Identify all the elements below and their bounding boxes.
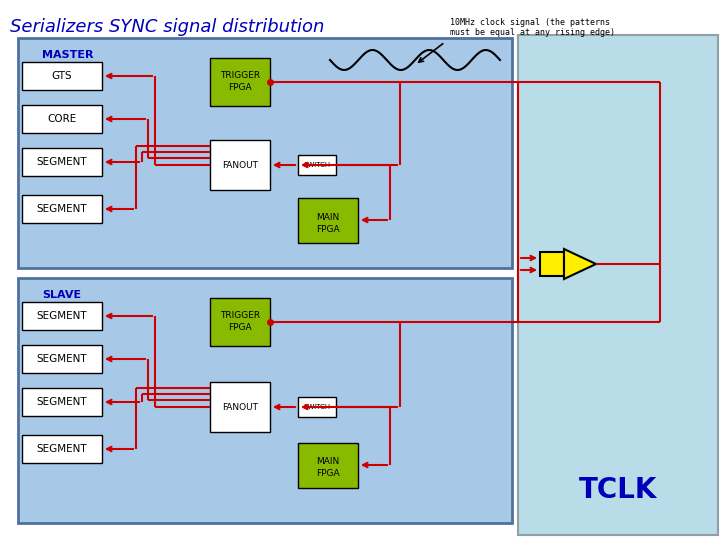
Text: TCLK: TCLK (579, 476, 657, 504)
Bar (22, 435, 102, 463)
Text: SEGMENT: SEGMENT (37, 157, 87, 167)
Text: TRIGGER: TRIGGER (220, 71, 260, 80)
Bar (22, 345, 102, 373)
Bar (210, 382, 270, 432)
Text: SEGMENT: SEGMENT (37, 397, 87, 407)
Bar (540, 252, 564, 276)
Bar (210, 140, 270, 190)
Text: GTS: GTS (52, 71, 72, 81)
Bar (22, 302, 102, 330)
Bar (210, 298, 270, 346)
Text: FPGA: FPGA (228, 83, 252, 91)
Text: FPGA: FPGA (316, 225, 340, 233)
Bar (298, 397, 336, 417)
Bar (18, 278, 512, 523)
Bar (22, 195, 102, 223)
Bar (22, 388, 102, 416)
Text: FANOUT: FANOUT (222, 160, 258, 170)
Bar (22, 62, 102, 90)
Text: TRIGGER: TRIGGER (220, 312, 260, 321)
Text: FANOUT: FANOUT (222, 402, 258, 411)
Text: 10MHz clock signal (the patterns
must be equal at any rising edge): 10MHz clock signal (the patterns must be… (450, 18, 615, 37)
Bar (22, 148, 102, 176)
Text: FPGA: FPGA (316, 469, 340, 477)
Bar (298, 443, 358, 488)
Bar (18, 38, 512, 268)
Text: SEGMENT: SEGMENT (37, 354, 87, 364)
Bar (518, 35, 718, 535)
Bar (22, 105, 102, 133)
Text: SEGMENT: SEGMENT (37, 444, 87, 454)
Text: MAIN: MAIN (316, 213, 340, 222)
Text: SWITCH: SWITCH (303, 162, 330, 168)
Text: SEGMENT: SEGMENT (37, 311, 87, 321)
Text: FPGA: FPGA (228, 322, 252, 332)
Text: SEGMENT: SEGMENT (37, 204, 87, 214)
Text: CORE: CORE (48, 114, 76, 124)
Text: SLAVE: SLAVE (42, 290, 81, 300)
Text: MAIN: MAIN (316, 457, 340, 467)
Text: MASTER: MASTER (42, 50, 94, 60)
Text: SWITCH: SWITCH (303, 404, 330, 410)
Text: Serializers SYNC signal distribution: Serializers SYNC signal distribution (10, 18, 325, 36)
Bar (210, 58, 270, 106)
Polygon shape (564, 249, 596, 279)
Bar (298, 198, 358, 243)
Bar (298, 155, 336, 175)
